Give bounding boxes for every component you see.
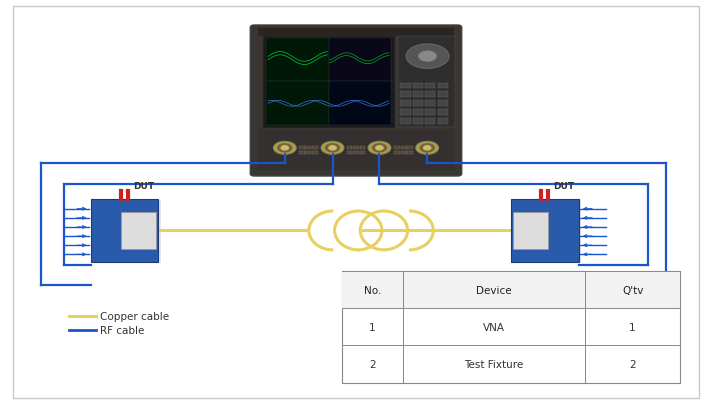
Bar	[407, 147, 413, 149]
Bar	[401, 151, 407, 154]
Text: RF cable: RF cable	[100, 325, 144, 335]
Text: 1: 1	[629, 322, 636, 332]
Circle shape	[424, 147, 431, 151]
Bar	[258, 130, 454, 171]
Circle shape	[329, 147, 336, 151]
Circle shape	[416, 142, 439, 155]
Bar	[400, 83, 411, 89]
Bar	[328, 39, 391, 82]
Bar	[425, 92, 435, 98]
Bar	[360, 147, 365, 149]
Bar	[438, 110, 448, 115]
Text: No.: No.	[364, 285, 381, 295]
Bar	[312, 151, 318, 154]
Bar	[401, 147, 407, 149]
Bar	[258, 29, 454, 37]
Bar	[413, 101, 423, 107]
Bar	[407, 151, 413, 154]
Text: DUT: DUT	[133, 181, 154, 191]
Circle shape	[419, 52, 436, 62]
Bar	[93, 201, 160, 264]
Circle shape	[420, 145, 434, 153]
Circle shape	[368, 142, 391, 155]
Bar	[413, 119, 423, 124]
Text: Q'tv: Q'tv	[622, 285, 644, 295]
Circle shape	[406, 45, 449, 69]
Bar	[438, 101, 448, 107]
FancyBboxPatch shape	[251, 26, 462, 177]
Bar	[413, 110, 423, 115]
Bar	[438, 92, 448, 98]
Bar	[312, 147, 318, 149]
Bar	[328, 82, 391, 126]
Bar	[347, 147, 352, 149]
Text: DUT: DUT	[553, 181, 574, 191]
Bar	[413, 83, 423, 89]
Bar	[266, 39, 328, 82]
Text: VNA: VNA	[483, 322, 505, 332]
Bar	[263, 37, 394, 128]
Bar	[400, 92, 411, 98]
Bar	[266, 82, 328, 126]
Bar	[513, 201, 580, 264]
Bar	[513, 212, 548, 249]
Bar	[438, 119, 448, 124]
Text: Copper cable: Copper cable	[100, 311, 169, 321]
Bar	[413, 92, 423, 98]
Circle shape	[321, 142, 344, 155]
Bar	[347, 151, 352, 154]
Bar	[305, 147, 311, 149]
Text: 2: 2	[629, 359, 636, 369]
Bar	[398, 37, 455, 128]
Text: Device: Device	[476, 285, 512, 295]
Circle shape	[281, 147, 288, 151]
Circle shape	[325, 145, 340, 153]
Bar	[425, 83, 435, 89]
Bar	[425, 119, 435, 124]
Bar	[400, 110, 411, 115]
Bar	[299, 151, 305, 154]
Bar	[342, 271, 680, 309]
Circle shape	[278, 145, 292, 153]
Text: 1: 1	[369, 322, 375, 332]
Bar	[394, 147, 400, 149]
Bar	[511, 200, 578, 262]
Bar	[425, 110, 435, 115]
Bar	[299, 147, 305, 149]
Bar	[425, 101, 435, 107]
Bar	[353, 147, 359, 149]
Circle shape	[372, 145, 387, 153]
Bar	[305, 151, 311, 154]
Bar	[360, 151, 365, 154]
Bar	[438, 83, 448, 89]
Text: Test Fixture: Test Fixture	[464, 359, 523, 369]
Bar	[353, 151, 359, 154]
Circle shape	[273, 142, 296, 155]
Text: 2: 2	[369, 359, 375, 369]
Bar	[342, 271, 680, 383]
Bar	[400, 101, 411, 107]
Bar	[400, 119, 411, 124]
Bar	[394, 151, 400, 154]
Circle shape	[376, 147, 383, 151]
Bar	[121, 212, 157, 249]
Bar	[91, 200, 158, 262]
